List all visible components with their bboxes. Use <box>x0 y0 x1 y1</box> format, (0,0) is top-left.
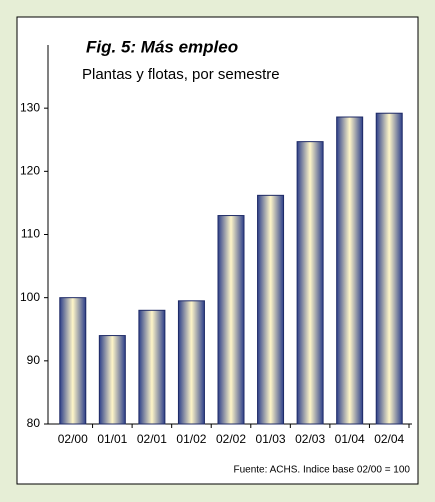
bar <box>257 194 285 425</box>
bar <box>177 300 205 425</box>
bar <box>375 112 403 425</box>
x-tick-label: 02/01 <box>137 432 167 446</box>
x-tick-label: 02/00 <box>58 432 88 446</box>
bar <box>336 116 364 425</box>
y-tick-label: 110 <box>21 227 40 241</box>
bar <box>59 297 87 425</box>
y-tick-label: 80 <box>27 416 41 430</box>
y-tick-label: 100 <box>20 290 40 304</box>
x-tick-label: 02/04 <box>374 432 404 446</box>
y-tick-label: 130 <box>20 100 40 114</box>
y-tick-label: 120 <box>20 164 40 178</box>
x-tick-label: 01/03 <box>256 432 286 446</box>
bar <box>296 141 324 425</box>
x-tick-label: 01/02 <box>176 432 206 446</box>
chart-subtitle: Plantas y flotas, por semestre <box>82 66 280 83</box>
bar <box>138 309 166 425</box>
x-tick-label: 01/01 <box>97 432 127 446</box>
y-tick-label: 90 <box>27 353 41 367</box>
x-tick-label: 02/03 <box>295 432 325 446</box>
source-note: Fuente: ACHS. Indice base 02/00 = 100 <box>233 465 410 476</box>
x-tick-label: 01/04 <box>335 432 365 446</box>
x-tick-label: 02/02 <box>216 432 246 446</box>
bar <box>217 215 245 425</box>
bar <box>98 335 126 425</box>
chart-title: Fig. 5: Más empleo <box>86 37 238 56</box>
